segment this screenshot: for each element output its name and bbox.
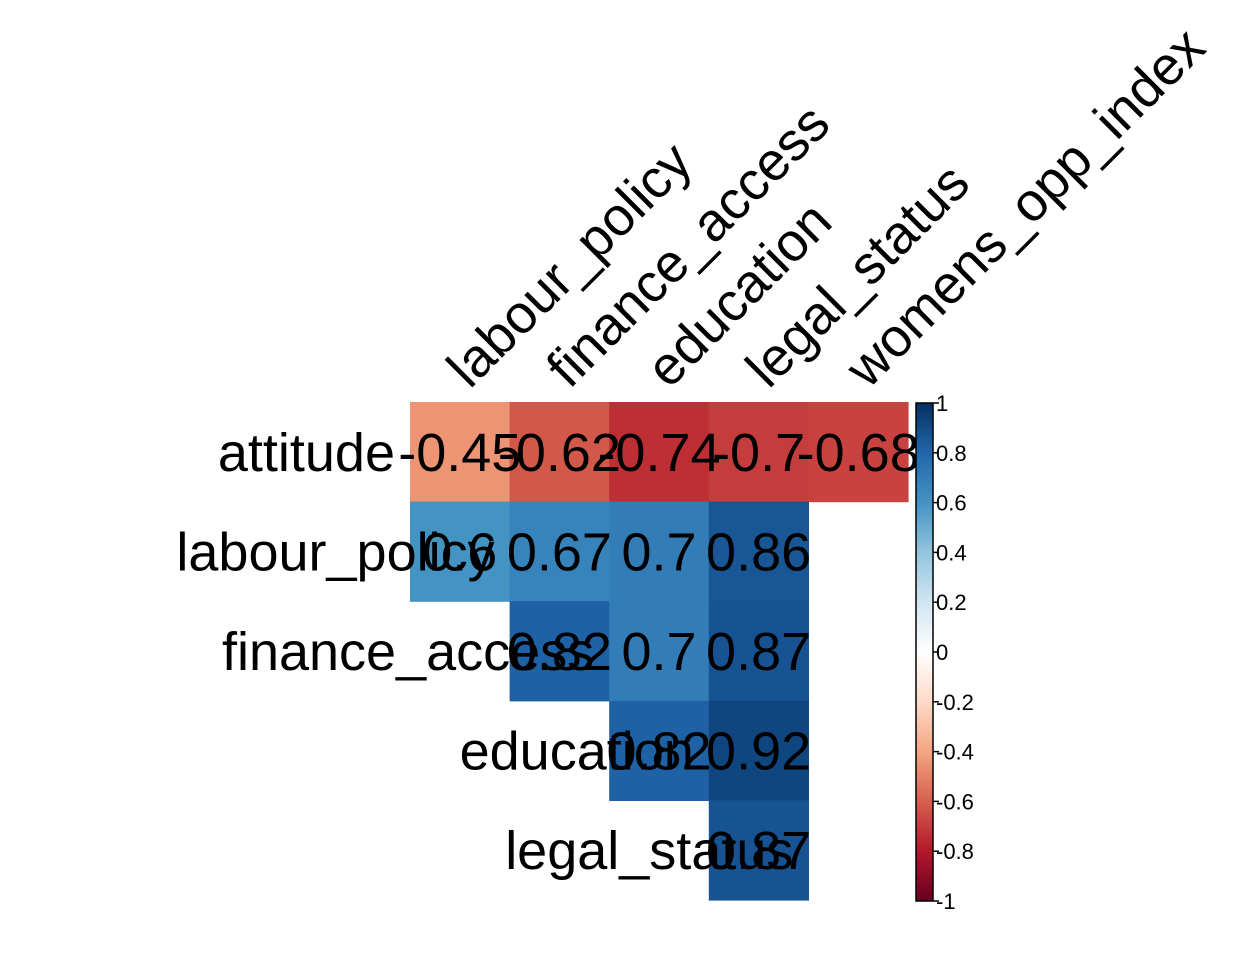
heatmap-cell <box>609 501 710 602</box>
legend-tick-label: 0 <box>936 640 948 665</box>
cell-value-label: 0.82 <box>606 722 711 782</box>
cell-value-label: 0.87 <box>706 821 811 881</box>
cell-value-label: 0.7 <box>621 622 696 682</box>
heatmap-cell <box>708 800 809 901</box>
cell-value-label: -0.74 <box>597 423 720 483</box>
heatmap-cell <box>509 402 610 503</box>
cell-value-label: 0.86 <box>706 522 811 582</box>
heatmap-cell-labels: -0.45-0.62-0.74-0.7-0.680.6 0.67 0.7 0.860.… <box>398 423 919 881</box>
cell-value-label: -0.62 <box>498 423 621 483</box>
legend-tick-label: 0.8 <box>936 441 967 466</box>
legend-tick-label: 0.6 <box>936 491 967 516</box>
cell-value-label: -0.68 <box>797 423 920 483</box>
legend-color-bar <box>915 402 934 902</box>
row-label: finance_access <box>222 622 594 682</box>
cell-value-label: 0.92 <box>706 722 811 782</box>
legend-tick-label: -0.2 <box>936 690 974 715</box>
row-label: attitude <box>218 423 395 483</box>
heatmap-cell <box>609 402 710 503</box>
heatmap-cell <box>708 700 809 801</box>
row-label: labour_policy <box>176 522 494 582</box>
row-label: legal_status <box>505 821 793 881</box>
heatmap-cell <box>708 501 809 602</box>
cell-value-label: 0.67 <box>507 522 612 582</box>
heatmap-cell <box>410 501 511 602</box>
cell-value-label: 0.82 <box>507 622 612 682</box>
column-labels: labour_policyfinance_accesseducationlega… <box>436 16 1216 399</box>
legend-tick-label: 0.4 <box>936 540 967 565</box>
cell-value-label: -0.7 <box>712 423 805 483</box>
legend-tick-label: -0.6 <box>936 789 974 814</box>
cell-value-label: 0.7 <box>621 522 696 582</box>
heatmap-cell <box>808 402 909 503</box>
legend-tick-label: -0.4 <box>936 740 974 765</box>
legend-tick-label: -1 <box>936 889 956 914</box>
legend-tick-label: 1 <box>936 391 948 416</box>
cell-value-label: -0.45 <box>398 423 521 483</box>
heatmap-cell <box>708 601 809 702</box>
color-legend: 1 0.8 0.6 0.4 0.2 0 -0.2 -0.4 -0.6 -0.8 -1 <box>915 391 974 914</box>
heatmap-cell <box>609 700 710 801</box>
legend-tick-label: -0.8 <box>936 839 974 864</box>
heatmap-cells <box>410 402 909 901</box>
row-label: education <box>460 722 694 782</box>
row-labels: attitude labour_policy finance_accesseduca… <box>176 423 793 881</box>
heatmap-cell <box>708 402 809 503</box>
cell-value-label: 0.6 <box>422 522 497 582</box>
heatmap-cell <box>609 601 710 702</box>
heatmap-cell <box>509 501 610 602</box>
cell-value-label: 0.87 <box>706 622 811 682</box>
heatmap-cell <box>410 402 511 503</box>
heatmap-cell <box>509 601 610 702</box>
legend-tick-label: 0.2 <box>936 590 967 615</box>
